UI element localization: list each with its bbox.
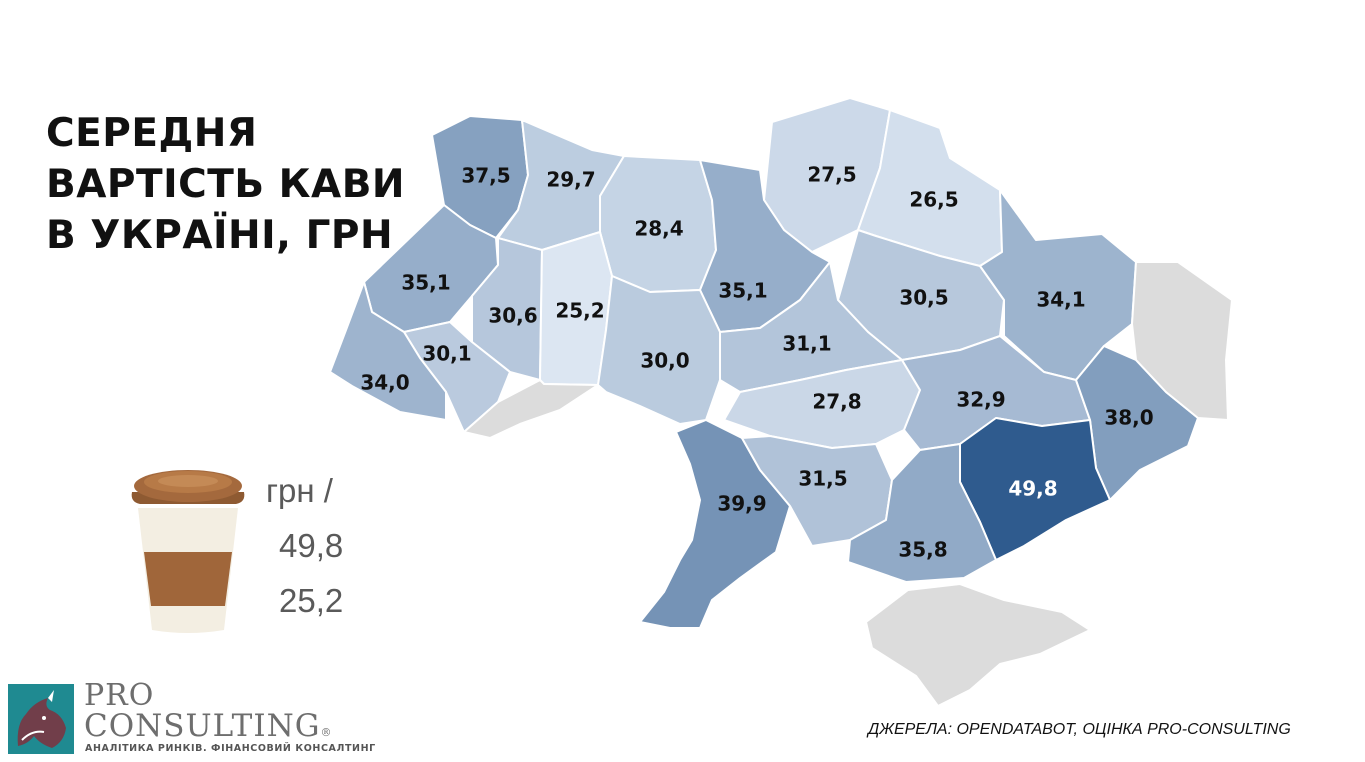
coffee-cup-icon [131, 470, 245, 633]
value-label-chernihiv: 27,5 [807, 163, 856, 187]
value-label-kirovohrad: 27,8 [812, 390, 861, 414]
value-label-ivano-frankivsk: 30,1 [422, 342, 471, 366]
brand-consulting: CONSULTING® [84, 708, 333, 744]
brand-pro: PRO [84, 678, 155, 713]
region-crimea [865, 583, 1091, 707]
legend-unit: грн / [266, 472, 333, 509]
value-label-vinnytsia: 30,0 [640, 349, 689, 373]
title-line-2: ВАРТІСТЬ КАВИ [46, 162, 406, 207]
value-label-dnipropetrovsk: 32,9 [956, 388, 1005, 412]
title-line-3: В УКРАЇНІ, ГРН [46, 213, 394, 258]
legend-max-value: 49,8 [279, 527, 344, 564]
value-label-sumy: 26,5 [909, 188, 958, 212]
brand-tagline: АНАЛІТИКА РИНКІВ. ФІНАНСОВИЙ КОНСАЛТИНГ [85, 743, 376, 754]
value-label-zakarpattia: 34,0 [360, 371, 409, 395]
value-label-kherson: 35,8 [898, 538, 947, 562]
value-label-kyiv: 35,1 [718, 279, 767, 303]
brand-registered-mark: ® [320, 726, 333, 739]
value-label-mykolaiv: 31,5 [798, 467, 847, 491]
value-label-rivne: 29,7 [546, 168, 595, 192]
title-line-1: СЕРЕДНЯ [46, 111, 258, 156]
value-label-zaporizhzhia: 49,8 [1008, 477, 1057, 501]
value-label-volyn: 37,5 [461, 164, 510, 188]
legend-min-value: 25,2 [279, 582, 344, 619]
map-value-labels: 37,5 29,7 28,4 27,5 26,5 35,1 30,6 25,2 35,1 30,5… [360, 163, 1153, 562]
region-luhansk [1131, 261, 1233, 421]
region-kherson [847, 443, 997, 583]
region-chernivtsi [463, 379, 599, 439]
rhino-logo-icon [8, 684, 74, 754]
map-regions [329, 97, 1233, 707]
region-zakarpattia [329, 281, 447, 421]
value-label-odesa: 39,9 [717, 492, 766, 516]
value-label-lviv: 35,1 [401, 271, 450, 295]
value-label-zhytomyr: 28,4 [634, 217, 683, 241]
value-label-donetsk: 38,0 [1104, 406, 1153, 430]
value-label-khmelnytskyi: 25,2 [555, 299, 604, 323]
page-title: СЕРЕДНЯ ВАРТІСТЬ КАВИ В УКРАЇНІ, ГРН [46, 108, 405, 261]
value-label-cherkasy: 31,1 [782, 332, 831, 356]
brand-consulting-text: CONSULTING [84, 708, 321, 744]
source-note: ДЖЕРЕЛА: OPENDATABOT, ОЦІНКА PRO-CONSULT… [868, 721, 1291, 738]
region-cherkasy [719, 261, 903, 393]
region-vinnytsia [597, 275, 721, 425]
value-label-poltava: 30,5 [899, 286, 948, 310]
value-label-kharkiv: 34,1 [1036, 288, 1085, 312]
value-label-ternopil: 30,6 [488, 304, 537, 328]
